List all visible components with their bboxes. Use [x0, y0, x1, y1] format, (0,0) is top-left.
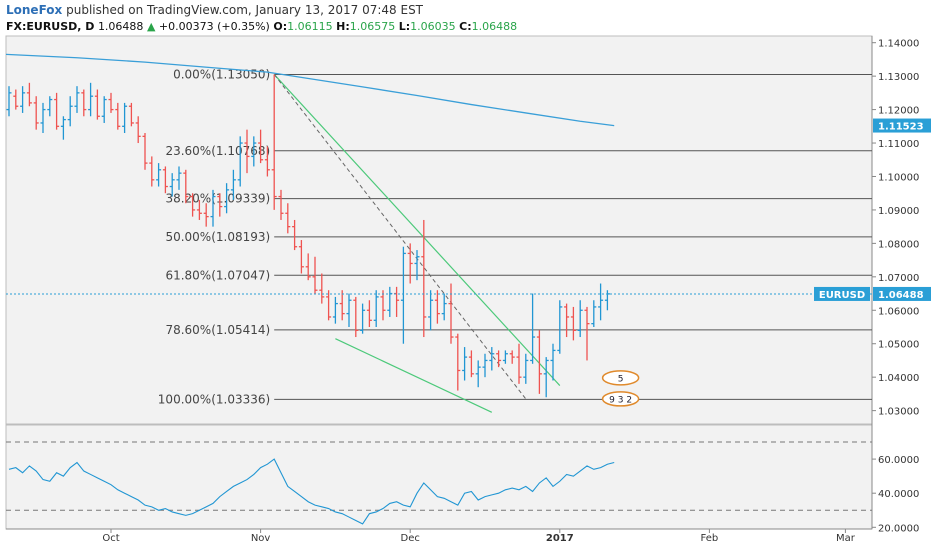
fib-level-label: 38.20%(1.09339)	[165, 192, 270, 206]
fib-level-label: 0.00%(1.13050)	[173, 67, 270, 81]
price-tick-label: 1.05000	[878, 340, 919, 351]
rsi-line	[8, 458, 615, 525]
price-tick-label: 1.11000	[878, 139, 919, 150]
time-tick-label: Mar	[836, 533, 856, 544]
last-price-tag[interactable]	[873, 286, 931, 301]
ma-price-tag-label: 1.11523	[878, 122, 924, 133]
time-tick-label: Nov	[251, 533, 271, 544]
price-tick-label: 1.06000	[878, 306, 919, 317]
price-scale[interactable]: 1.14000 1.13000 1.12000 1.11000 1.10000 1.090…	[6, 39, 931, 535]
price-tick-label: 1.07000	[878, 273, 919, 284]
last-price: 1.06488	[97, 20, 144, 33]
time-tick-label: 2017	[546, 533, 574, 544]
rsi-pane[interactable]	[5, 424, 873, 530]
price-tick-label: 1.04000	[878, 373, 919, 384]
close-label: C:	[459, 20, 472, 33]
event-badge[interactable]	[601, 370, 640, 386]
time-tick-label: Feb	[701, 533, 719, 544]
event-badge-label: 5	[618, 374, 624, 384]
published-text: published on TradingView.com, January 13…	[66, 3, 424, 17]
price-tick-label: 1.09000	[878, 206, 919, 217]
high-label: H:	[336, 20, 350, 33]
fib-level-label: 23.60%(1.10768)	[165, 144, 270, 158]
event-badges[interactable]: 5 9 3 2	[601, 370, 640, 407]
dashed-trend-line[interactable]	[273, 74, 527, 400]
time-scale[interactable]: Oct Nov Dec 2017 Feb Mar	[102, 529, 856, 544]
open-value: 1.06115	[287, 20, 333, 33]
fib-level-label: 100.00%(1.03336)	[158, 392, 270, 406]
low-value: 1.06035	[410, 20, 456, 33]
rsi-tick-label: 20.0000	[878, 523, 919, 534]
symbol-legend: FX:EURUSD, D 1.06488 ▲ +0.00373 (+0.35%)…	[6, 20, 517, 33]
symbol-tag[interactable]	[814, 286, 870, 301]
moving-average-line	[5, 53, 615, 127]
price-tick-label: 1.08000	[878, 239, 919, 250]
fib-level-label: 78.60%(1.05414)	[165, 323, 270, 337]
rsi-indicator	[6, 441, 872, 525]
price-pane[interactable]	[5, 35, 873, 425]
up-arrow-icon: ▲	[146, 20, 156, 33]
time-tick-label: Oct	[102, 533, 119, 544]
fib-level-label: 61.80%(1.07047)	[165, 268, 270, 282]
price-tick-label: 1.10000	[878, 172, 919, 183]
close-value: 1.06488	[471, 20, 518, 33]
ma-price-tag[interactable]	[873, 118, 931, 133]
low-label: L:	[398, 20, 411, 33]
symbol-name[interactable]: FX:EURUSD, D	[6, 20, 95, 33]
channel-line[interactable]	[335, 338, 493, 413]
last-price-tag-label: 1.06488	[878, 290, 924, 301]
time-tick-label: Dec	[401, 533, 420, 544]
price-tick-label: 1.13000	[878, 72, 919, 83]
symbol-tag-label: EURUSD	[819, 290, 865, 301]
ohlc-bars	[6, 74, 610, 398]
publish-info: LoneFox published on TradingView.com, Ja…	[6, 3, 423, 17]
open-label: O:	[273, 20, 288, 33]
price-tick-label: 1.14000	[878, 39, 919, 50]
price-change: +0.00373 (+0.35%)	[158, 20, 270, 33]
trend-lines[interactable]	[273, 74, 561, 413]
publisher-name[interactable]: LoneFox	[6, 3, 63, 17]
rsi-tick-label: 40.0000	[878, 489, 919, 500]
fib-level-label: 50.00%(1.08193)	[165, 230, 270, 244]
event-badge[interactable]	[601, 391, 640, 407]
high-value: 1.06575	[349, 20, 396, 33]
channel-line[interactable]	[273, 74, 561, 386]
rsi-tick-label: 60.0000	[878, 455, 919, 466]
moving-average	[5, 53, 615, 127]
event-badge-label: 9 3 2	[609, 395, 632, 405]
price-tick-label: 1.12000	[878, 106, 919, 117]
price-tick-label: 1.03000	[878, 407, 919, 418]
